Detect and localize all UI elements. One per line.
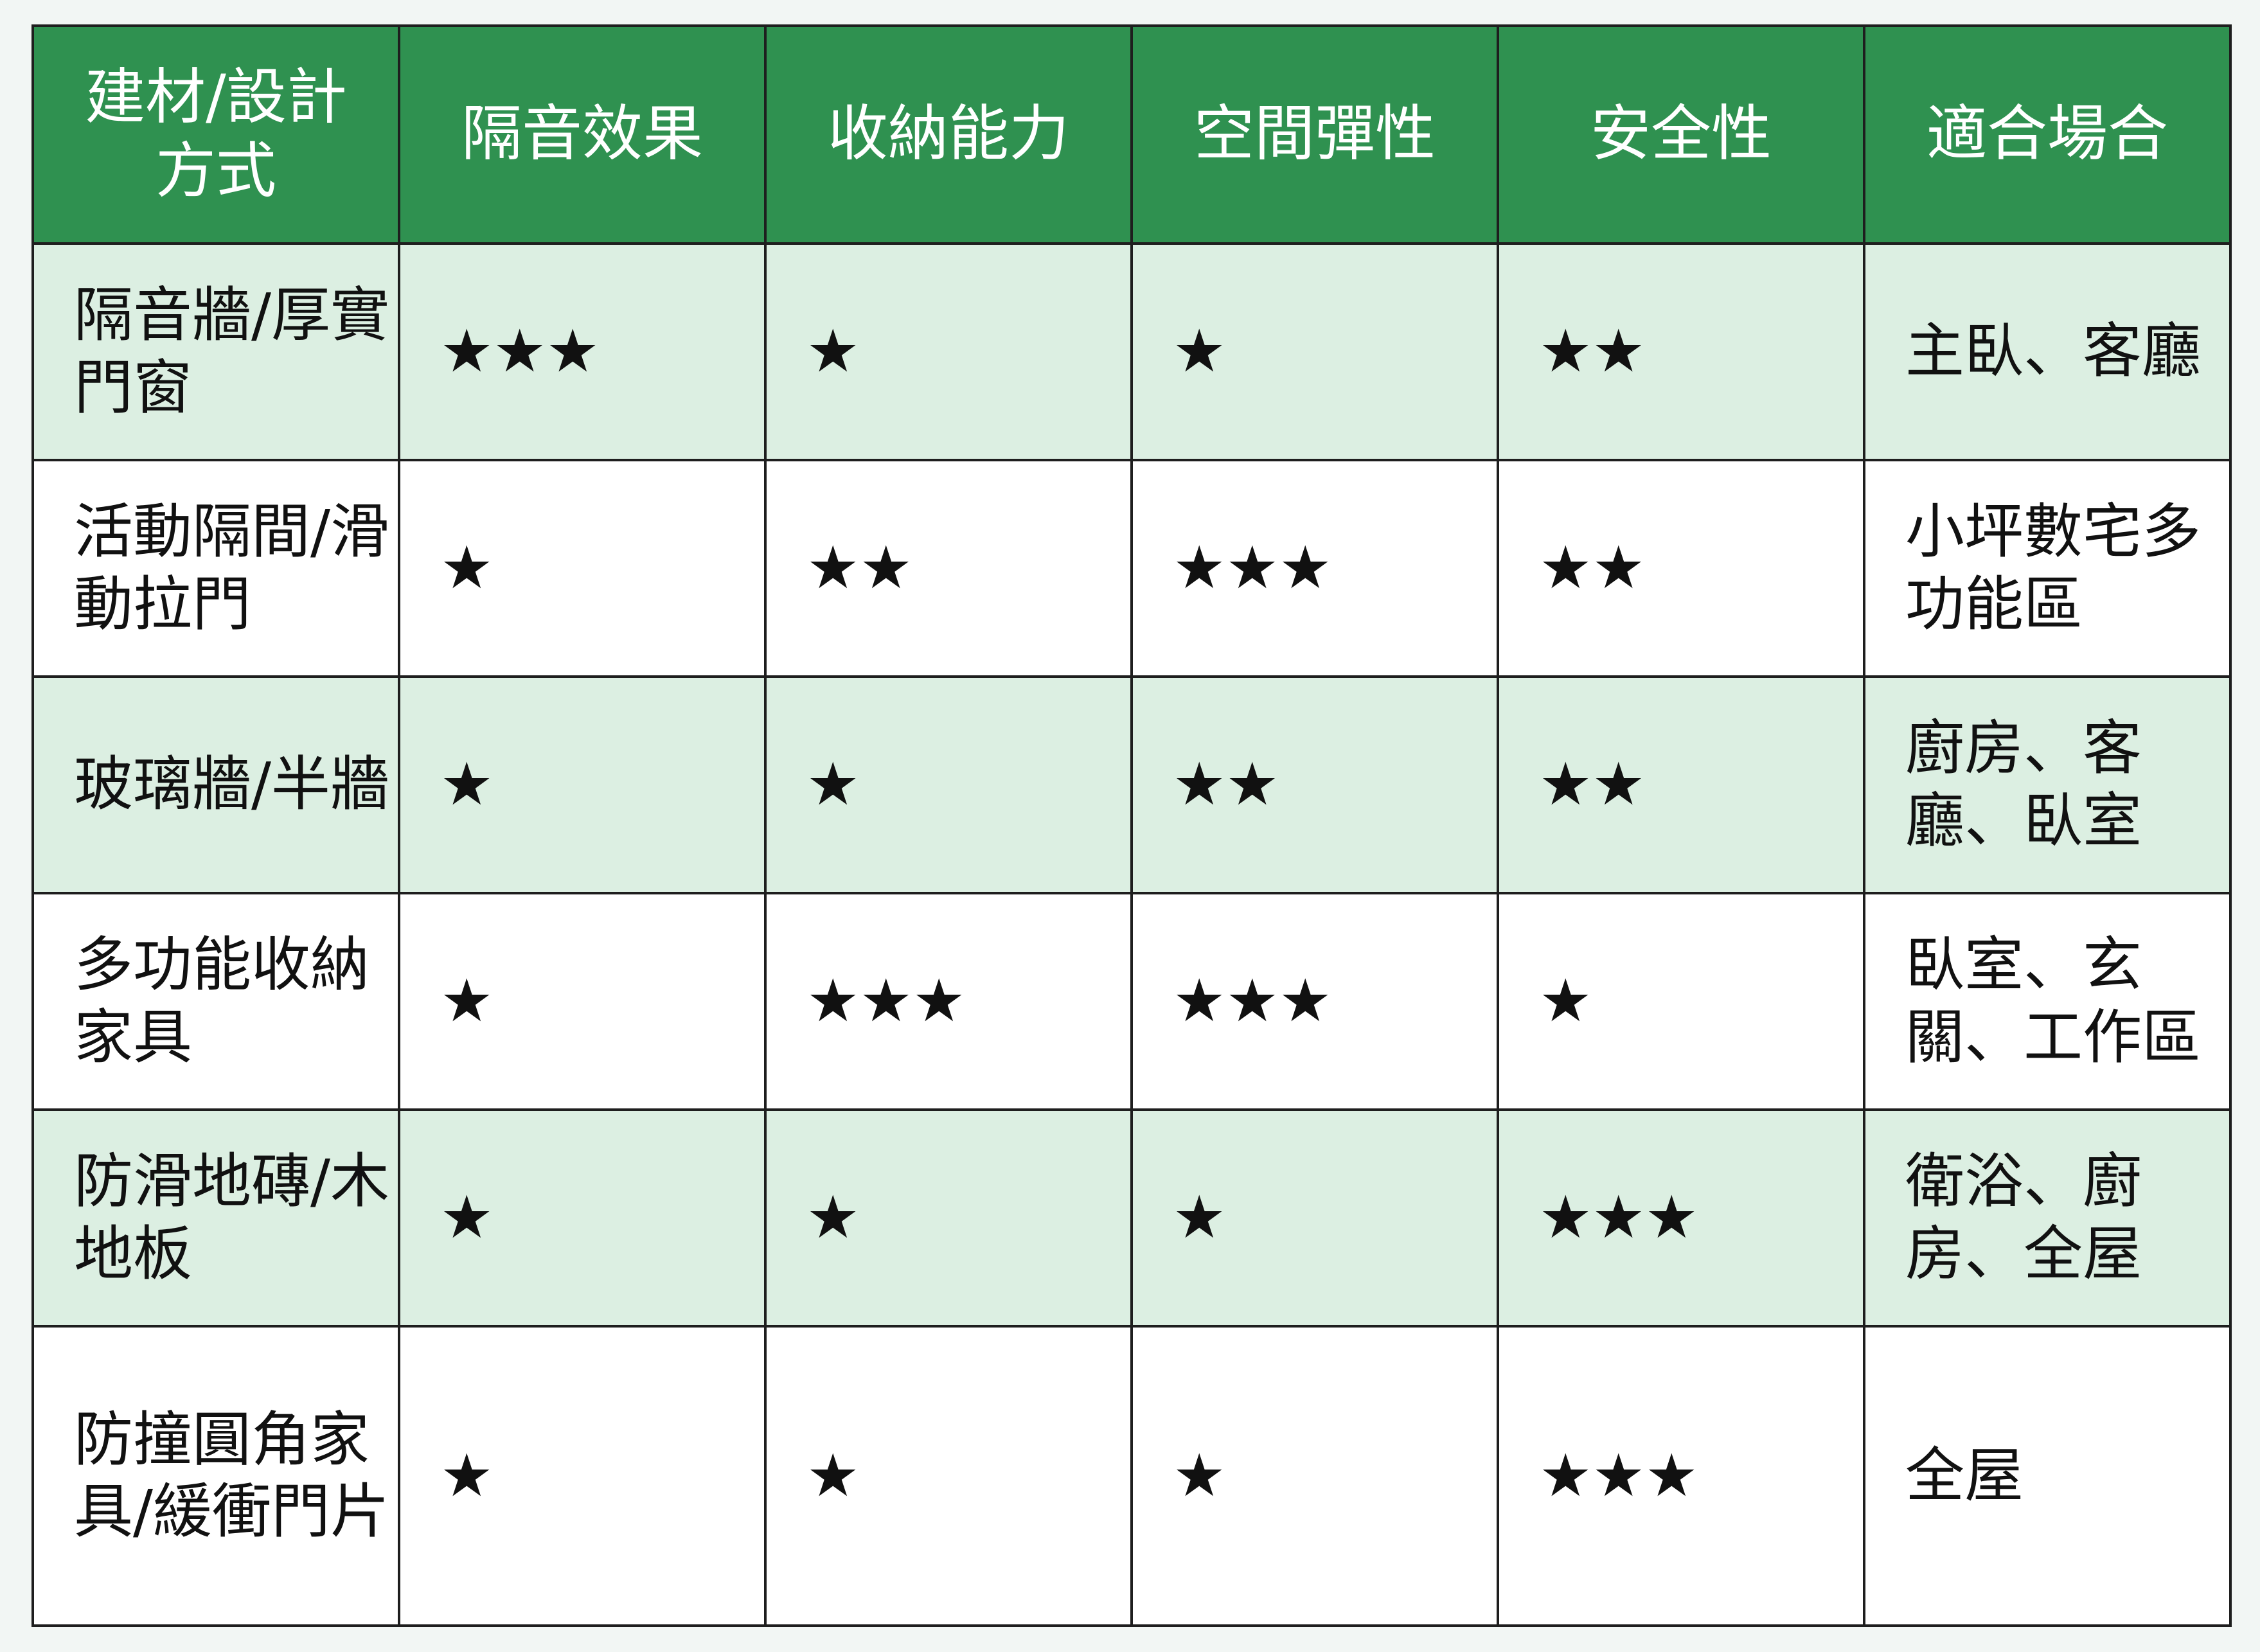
header-cell: 空間彈性 [1130, 24, 1499, 245]
table-cell: 臥室、玄關、工作區 [1863, 892, 2232, 1111]
table-cell: ★ [398, 675, 767, 894]
table-cell: ★ [1130, 242, 1499, 461]
row-label: 防滑地磚/木地板 [31, 1108, 400, 1328]
table-cell: 衛浴、廚房、全屋 [1863, 1108, 2232, 1328]
row-label: 隔音牆/厚實門窗 [31, 242, 400, 461]
row-label: 活動隔間/滑動拉門 [31, 459, 400, 678]
header-row: 建材/設計方式 隔音效果 收納能力 空間彈性 安全性 適合場合 [31, 24, 2232, 245]
table-cell: 全屋 [1863, 1325, 2232, 1627]
row-label: 防撞圓角家具/緩衝門片 [31, 1325, 400, 1627]
table-row: 防撞圓角家具/緩衝門片 ★ ★ ★ ★★★ 全屋 [31, 1325, 2232, 1627]
table-row: 玻璃牆/半牆 ★ ★ ★★ ★★ 廚房、客廳、臥室 [31, 675, 2232, 894]
table-cell: 小坪數宅多功能區 [1863, 459, 2232, 678]
table-cell: ★ [398, 1325, 767, 1627]
table-cell: ★ [764, 1325, 1133, 1627]
table-cell: ★★ [1497, 459, 1865, 678]
table-cell: ★★★ [764, 892, 1133, 1111]
table-cell: ★★★ [1497, 1108, 1865, 1328]
header-cell: 適合場合 [1863, 24, 2232, 245]
row-label: 多功能收納家具 [31, 892, 400, 1111]
table-cell: ★ [1497, 892, 1865, 1111]
header-cell: 建材/設計方式 [31, 24, 400, 245]
table-cell: ★★ [764, 459, 1133, 678]
table-cell: ★ [1130, 1325, 1499, 1627]
table-row: 隔音牆/厚實門窗 ★★★ ★ ★ ★★ 主臥、客廳 [31, 242, 2232, 461]
row-label: 玻璃牆/半牆 [31, 675, 400, 894]
table-cell: ★★★ [1497, 1325, 1865, 1627]
header-cell: 安全性 [1497, 24, 1865, 245]
table-cell: ★★★ [1130, 459, 1499, 678]
table-cell: ★ [398, 459, 767, 678]
table-row: 防滑地磚/木地板 ★ ★ ★ ★★★ 衛浴、廚房、全屋 [31, 1108, 2232, 1328]
table-cell: ★ [398, 892, 767, 1111]
table-cell: ★★★ [1130, 892, 1499, 1111]
table-cell: ★ [1130, 1108, 1499, 1328]
table-cell: ★★ [1497, 242, 1865, 461]
header-cell: 隔音效果 [398, 24, 767, 245]
table-cell: 主臥、客廳 [1863, 242, 2232, 461]
header-cell: 收納能力 [764, 24, 1133, 245]
table-row: 活動隔間/滑動拉門 ★ ★★ ★★★ ★★ 小坪數宅多功能區 [31, 459, 2232, 678]
table-cell: ★ [764, 1108, 1133, 1328]
table-cell: ★ [398, 1108, 767, 1328]
table-cell: ★ [764, 675, 1133, 894]
table-body: 隔音牆/厚實門窗 ★★★ ★ ★ ★★ 主臥、客廳 活動隔間/滑動拉門 ★ ★★ ★★★ ★★ 小坪數… [31, 242, 2232, 1627]
comparison-table: 建材/設計方式 隔音效果 收納能力 空間彈性 安全性 適合場合 隔音牆/厚實門窗 ★★★ ★ ★… [31, 24, 2232, 1627]
table-cell: 廚房、客廳、臥室 [1863, 675, 2232, 894]
table-cell: ★★ [1130, 675, 1499, 894]
table-cell: ★★ [1497, 675, 1865, 894]
table-cell: ★★★ [398, 242, 767, 461]
table-row: 多功能收納家具 ★ ★★★ ★★★ ★ 臥室、玄關、工作區 [31, 892, 2232, 1111]
table-cell: ★ [764, 242, 1133, 461]
